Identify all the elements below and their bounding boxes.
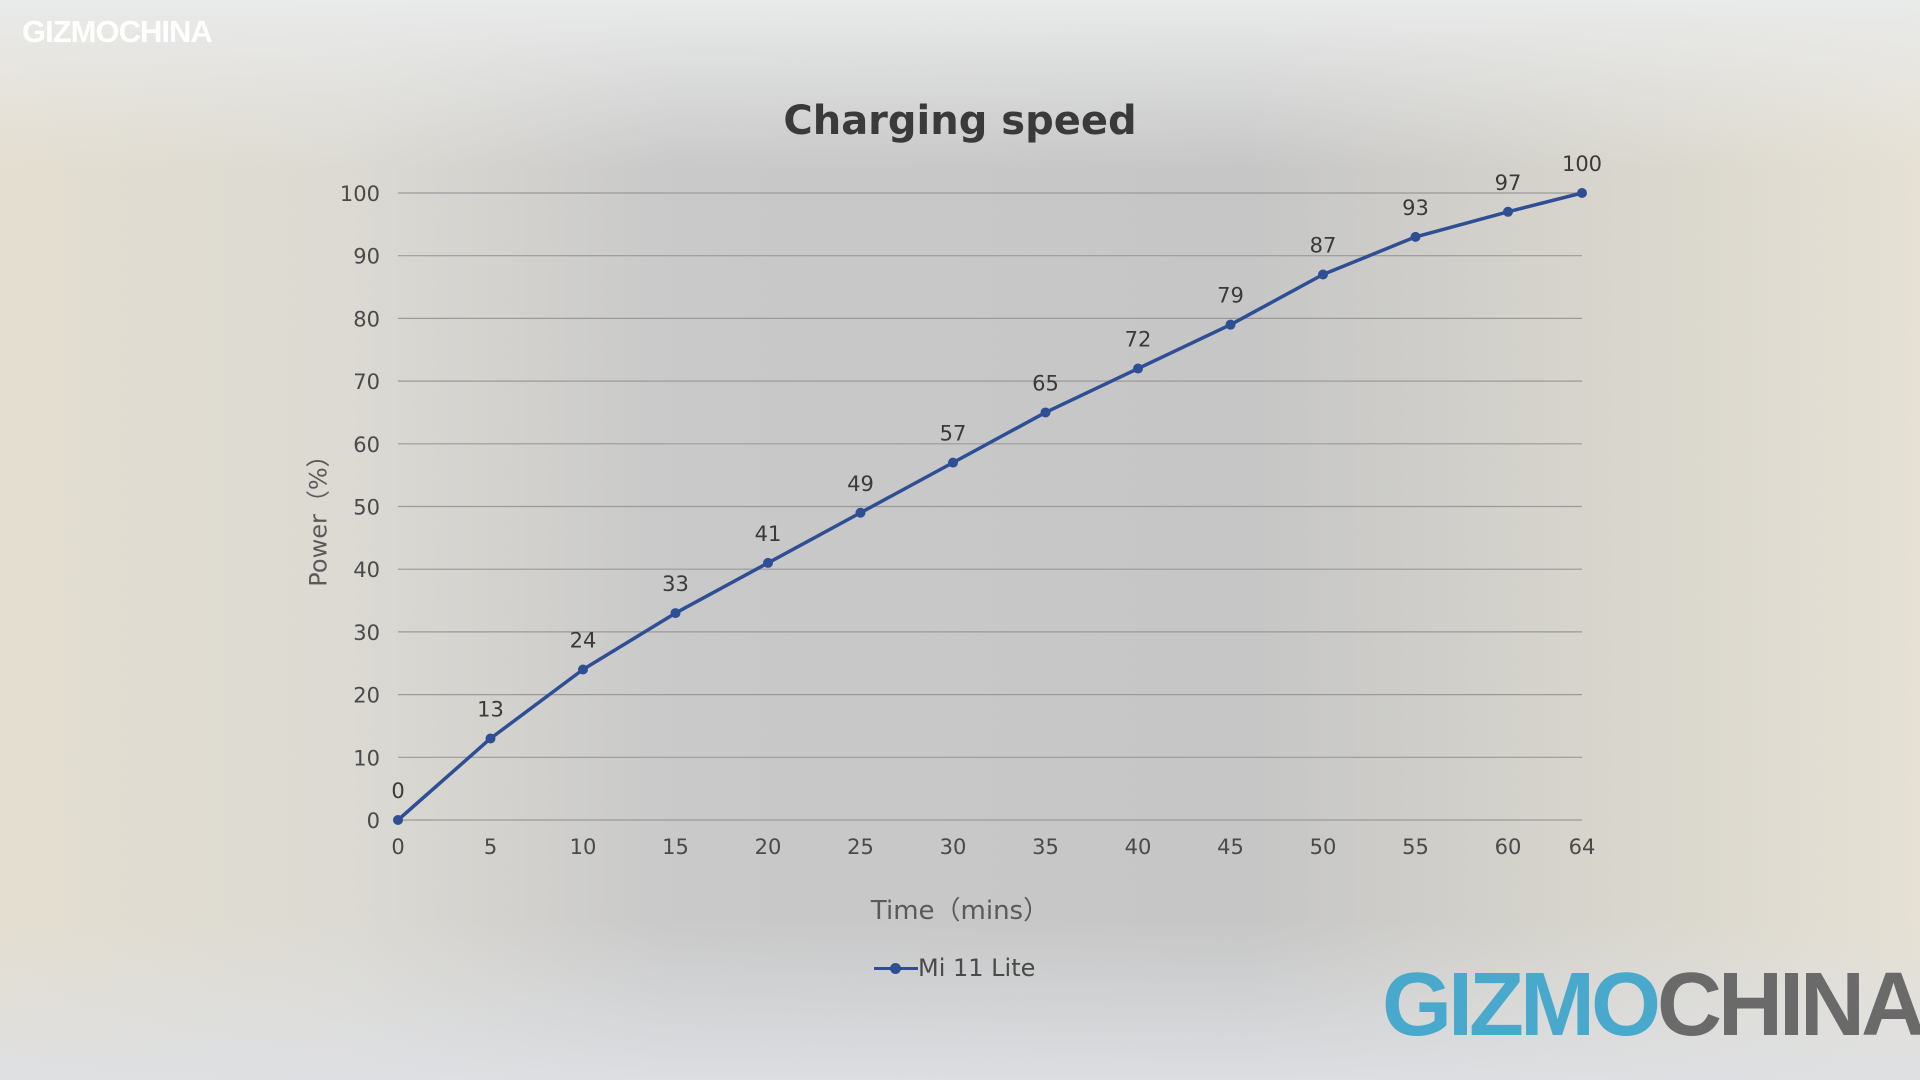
x-tick-label: 50	[1310, 835, 1337, 859]
x-tick-label: 25	[847, 835, 874, 859]
x-tick-label: 0	[391, 835, 404, 859]
series-line	[396, 191, 1583, 822]
data-point	[485, 733, 496, 744]
x-tick-label: 20	[755, 835, 782, 859]
background-top-highlight	[0, 0, 1920, 170]
data-label: 57	[940, 422, 967, 446]
x-tick-label: 40	[1125, 835, 1152, 859]
x-tick-label: 55	[1402, 835, 1429, 859]
data-label: 33	[662, 572, 689, 596]
data-label: 100	[1562, 152, 1602, 176]
data-label: 0	[391, 779, 404, 803]
y-tick-label: 60	[353, 433, 380, 457]
data-label: 97	[1495, 171, 1522, 195]
data-label: 49	[847, 472, 874, 496]
data-point	[1133, 363, 1143, 374]
x-tick-label: 64	[1569, 835, 1596, 859]
watermark-logo-large: GIZMOCHINA	[1382, 960, 1920, 1050]
data-point	[1410, 231, 1421, 242]
watermark-logo-part2: CHINA	[1656, 955, 1920, 1055]
data-label: 24	[570, 629, 597, 653]
data-label: 87	[1310, 234, 1337, 258]
data-point	[578, 664, 588, 675]
x-tick-label: 60	[1495, 835, 1522, 859]
data-point	[393, 815, 403, 825]
x-tick-label: 45	[1217, 835, 1244, 859]
data-point	[763, 557, 773, 568]
data-point	[1040, 407, 1051, 418]
y-tick-label: 90	[353, 245, 380, 269]
background-bottom-highlight	[0, 920, 1920, 1080]
y-tick-label: 0	[367, 809, 380, 833]
watermark-logo-part1: GIZMO	[1382, 955, 1661, 1055]
data-label: 13	[477, 697, 504, 721]
y-tick-label: 100	[340, 182, 380, 206]
y-axis-label: Power（%）	[304, 443, 333, 587]
data-point	[948, 457, 958, 468]
y-tick-label: 10	[353, 746, 380, 770]
y-tick-label: 80	[353, 307, 380, 331]
data-label: 79	[1217, 284, 1244, 308]
x-tick-label: 15	[662, 835, 689, 859]
x-tick-label: 35	[1032, 835, 1059, 859]
chart-legend: Mi 11 Lite	[874, 953, 1035, 983]
data-label: 65	[1032, 371, 1059, 395]
y-tick-label: 40	[353, 558, 380, 582]
data-point	[855, 507, 866, 518]
chart-title: Charging speed	[783, 98, 1137, 144]
watermark-logo-small: GIZMOCHINA	[22, 14, 213, 49]
data-label: 93	[1402, 196, 1429, 220]
legend-swatch	[874, 953, 918, 983]
y-tick-label: 30	[353, 621, 380, 645]
data-point	[670, 608, 681, 619]
x-tick-label: 10	[570, 835, 597, 859]
x-axis-label: Time（mins）	[870, 896, 1050, 926]
y-tick-label: 70	[353, 370, 380, 394]
data-point	[1577, 188, 1587, 198]
y-tick-label: 20	[353, 684, 380, 708]
data-point	[1225, 319, 1236, 330]
data-point	[1503, 206, 1513, 217]
data-point	[1318, 269, 1328, 280]
legend-label: Mi 11 Lite	[918, 954, 1036, 982]
x-tick-label: 30	[940, 835, 967, 859]
x-tick-label: 5	[484, 835, 497, 859]
data-label: 41	[755, 522, 782, 546]
y-tick-label: 50	[353, 496, 380, 520]
data-label: 72	[1125, 328, 1152, 352]
